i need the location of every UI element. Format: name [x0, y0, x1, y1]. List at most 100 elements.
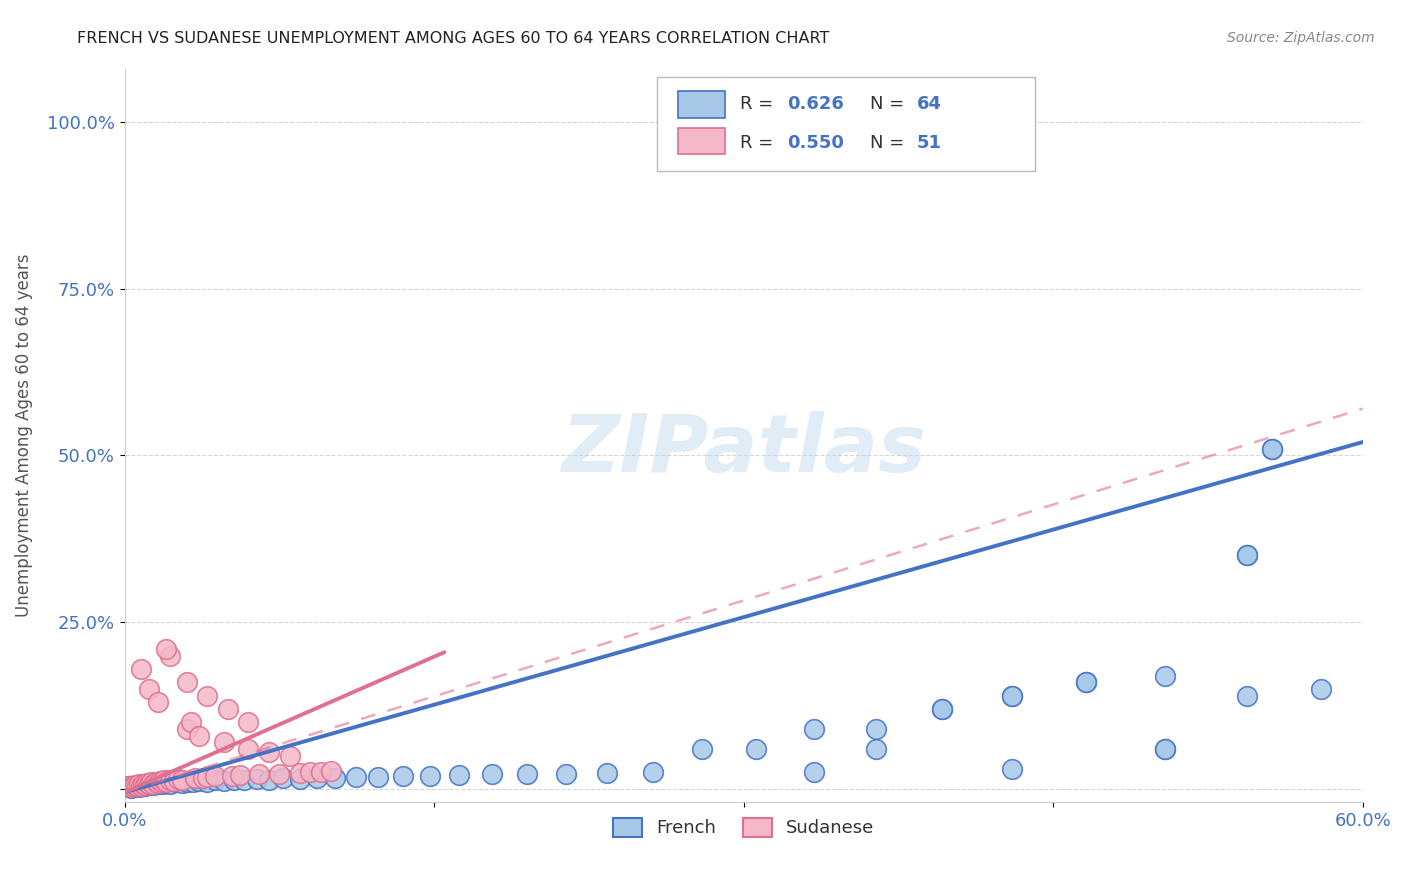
Point	[481, 767, 503, 781]
Point	[149, 773, 172, 788]
Point	[150, 775, 173, 789]
Point	[191, 771, 214, 785]
Point	[1261, 442, 1284, 456]
Point	[865, 722, 887, 736]
Point	[1261, 442, 1284, 456]
Point	[146, 776, 169, 790]
Point	[129, 779, 152, 793]
Point	[229, 768, 252, 782]
Point	[187, 729, 209, 743]
Point	[323, 771, 346, 785]
Point	[1236, 549, 1258, 563]
Point	[141, 775, 163, 789]
Point	[1001, 689, 1024, 703]
Point	[121, 779, 143, 793]
Point	[167, 772, 190, 786]
Point	[1076, 675, 1098, 690]
Point	[1153, 742, 1175, 756]
Point	[138, 777, 160, 791]
FancyBboxPatch shape	[657, 78, 1035, 171]
Point	[142, 778, 165, 792]
Point	[121, 780, 143, 794]
Text: 0.550: 0.550	[787, 134, 844, 152]
Point	[129, 778, 152, 792]
Text: N =: N =	[870, 95, 910, 113]
Point	[803, 765, 825, 780]
Point	[138, 777, 160, 791]
Point	[150, 777, 173, 791]
Point	[204, 769, 226, 783]
Point	[124, 778, 146, 792]
Point	[212, 773, 235, 788]
Point	[118, 779, 141, 793]
FancyBboxPatch shape	[678, 128, 725, 154]
Point	[299, 765, 322, 780]
Point	[419, 769, 441, 783]
Text: FRENCH VS SUDANESE UNEMPLOYMENT AMONG AGES 60 TO 64 YEARS CORRELATION CHART: FRENCH VS SUDANESE UNEMPLOYMENT AMONG AG…	[77, 31, 830, 46]
Point	[159, 776, 181, 790]
Point	[125, 779, 148, 793]
Point	[238, 715, 260, 730]
Point	[745, 742, 768, 756]
Point	[447, 768, 470, 782]
Point	[319, 764, 342, 778]
Point	[1153, 742, 1175, 756]
Point	[132, 779, 155, 793]
Point	[159, 772, 181, 787]
Point	[217, 702, 239, 716]
Point	[155, 774, 177, 789]
Point	[1236, 689, 1258, 703]
Point	[132, 776, 155, 790]
Point	[136, 776, 159, 790]
Point	[155, 776, 177, 790]
Point	[145, 774, 167, 789]
Point	[221, 768, 243, 782]
Point	[124, 779, 146, 793]
Point	[555, 766, 578, 780]
Point	[187, 773, 209, 788]
Text: 0.626: 0.626	[787, 95, 844, 113]
Point	[159, 648, 181, 663]
Point	[134, 779, 156, 793]
Point	[195, 774, 218, 789]
Point	[1076, 675, 1098, 690]
Point	[181, 775, 204, 789]
Point	[233, 773, 256, 788]
Point	[176, 774, 198, 789]
Point	[288, 766, 311, 780]
Point	[596, 766, 619, 780]
Point	[120, 780, 142, 794]
Point	[257, 772, 280, 787]
Point	[367, 770, 389, 784]
Point	[129, 662, 152, 676]
Point	[931, 702, 953, 716]
Point	[641, 765, 664, 780]
Point	[180, 715, 202, 730]
Point	[128, 780, 150, 794]
Point	[146, 776, 169, 790]
Point	[305, 771, 328, 785]
Text: 51: 51	[917, 134, 942, 152]
Point	[118, 779, 141, 793]
Point	[257, 745, 280, 759]
Point	[865, 742, 887, 756]
Text: Source: ZipAtlas.com: Source: ZipAtlas.com	[1227, 31, 1375, 45]
Point	[692, 742, 714, 756]
Point	[278, 748, 301, 763]
Point	[134, 778, 156, 792]
Point	[238, 742, 260, 756]
Point	[195, 689, 218, 703]
Point	[163, 773, 186, 788]
Legend: French, Sudanese: French, Sudanese	[606, 811, 882, 845]
Point	[1001, 762, 1024, 776]
Point	[125, 779, 148, 793]
Point	[184, 771, 207, 785]
Text: ZIPatlas: ZIPatlas	[561, 411, 927, 489]
Point	[803, 722, 825, 736]
Point	[344, 770, 367, 784]
Point	[204, 773, 226, 788]
Point	[165, 775, 187, 789]
Point	[120, 780, 142, 795]
Point	[138, 681, 160, 696]
Point	[146, 695, 169, 709]
